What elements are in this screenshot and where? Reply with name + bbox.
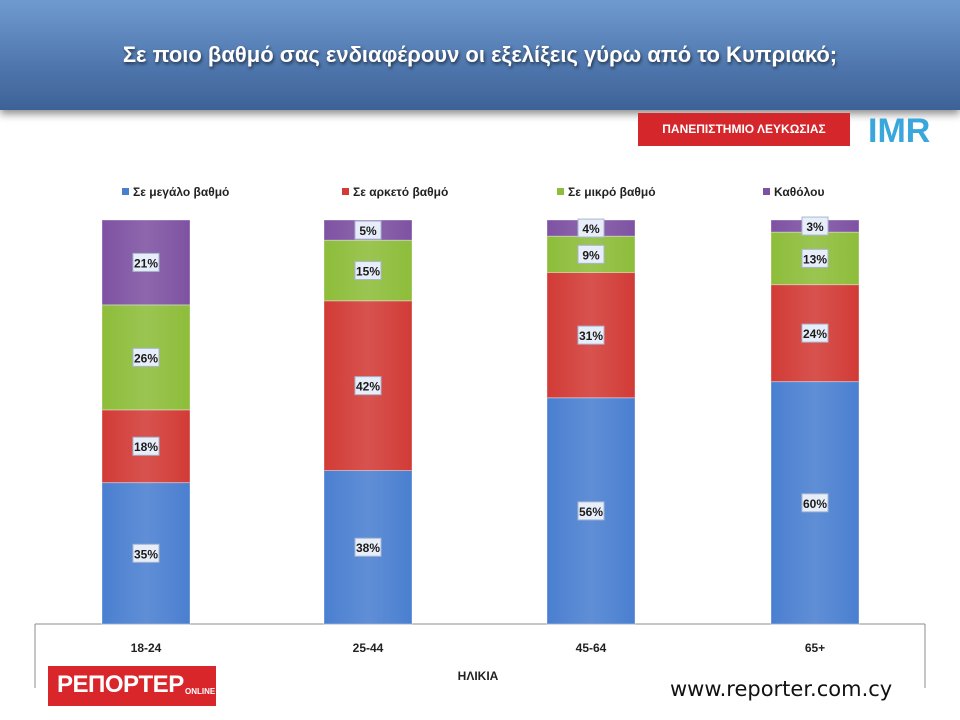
data-label: 9% bbox=[582, 248, 600, 262]
page-title: Σε ποιο βαθμό σας ενδιαφέρουν οι εξελίξε… bbox=[122, 42, 838, 67]
legend-label-1: Σε μεγάλο βαθμό bbox=[133, 185, 229, 199]
data-label-box bbox=[354, 261, 382, 280]
data-label-box bbox=[577, 501, 605, 521]
data-label-box bbox=[132, 252, 160, 272]
legend-swatch-2 bbox=[342, 188, 349, 195]
data-label: 42% bbox=[356, 380, 380, 394]
data-label: 18% bbox=[134, 440, 158, 454]
data-label: 56% bbox=[579, 505, 603, 519]
data-label-box bbox=[801, 493, 829, 513]
data-label: 35% bbox=[134, 547, 158, 561]
data-label-box bbox=[577, 244, 605, 264]
data-label-box bbox=[132, 347, 160, 367]
reporter-logo-subtext: ONLINE bbox=[185, 687, 216, 696]
legend-label-4: Καθόλου bbox=[774, 185, 824, 199]
reporter-logo: ΡΕΠΟΡΤΕΡ ONLINE bbox=[48, 666, 216, 706]
data-label: 5% bbox=[359, 224, 377, 238]
x-tick-label: 18-24 bbox=[131, 641, 162, 655]
data-label: 38% bbox=[356, 541, 380, 555]
imr-logo: IMR bbox=[868, 112, 930, 147]
data-label: 4% bbox=[582, 222, 600, 236]
website-url[interactable]: www.reporter.com.cy bbox=[670, 677, 893, 701]
x-tick-label: 25-44 bbox=[353, 641, 384, 655]
data-label-box bbox=[132, 543, 160, 563]
reporter-logo-text: ΡΕΠΟΡΤΕΡ bbox=[57, 671, 184, 698]
data-label-box bbox=[801, 216, 829, 236]
data-label: 26% bbox=[134, 351, 158, 365]
data-label-box bbox=[801, 248, 829, 268]
data-label-box bbox=[354, 220, 382, 240]
data-label-box bbox=[132, 436, 160, 456]
data-label: 31% bbox=[579, 329, 603, 343]
data-label-box bbox=[801, 323, 829, 343]
data-label: 13% bbox=[803, 252, 827, 266]
university-logo: ΠΑΝΕΠΙΣΤΗΜΙΟ ΛΕΥΚΩΣΙΑΣ bbox=[638, 113, 850, 146]
legend-label-3: Σε μικρό βαθμό bbox=[568, 185, 656, 199]
x-axis-title: ΗΛΙΚΙΑ bbox=[458, 669, 499, 683]
legend-swatch-1 bbox=[122, 188, 129, 195]
legend-label-2: Σε αρκετό βαθμό bbox=[353, 185, 448, 199]
x-tick-label: 65+ bbox=[805, 641, 825, 655]
header-banner bbox=[0, 0, 960, 110]
data-label: 24% bbox=[803, 327, 827, 341]
data-label: 21% bbox=[134, 256, 158, 270]
imr-logo-text: IMR bbox=[868, 112, 930, 147]
data-label: 15% bbox=[356, 265, 380, 279]
data-label: 3% bbox=[806, 220, 824, 234]
x-tick-label: 45-64 bbox=[576, 641, 607, 655]
data-label-box bbox=[577, 218, 605, 238]
bar-segment bbox=[323, 239, 413, 302]
legend-swatch-3 bbox=[557, 188, 564, 195]
data-label-box bbox=[577, 325, 605, 345]
data-label: 60% bbox=[803, 497, 827, 511]
data-label-box bbox=[354, 376, 382, 396]
legend-swatch-4 bbox=[763, 188, 770, 195]
data-label-box bbox=[354, 537, 382, 557]
